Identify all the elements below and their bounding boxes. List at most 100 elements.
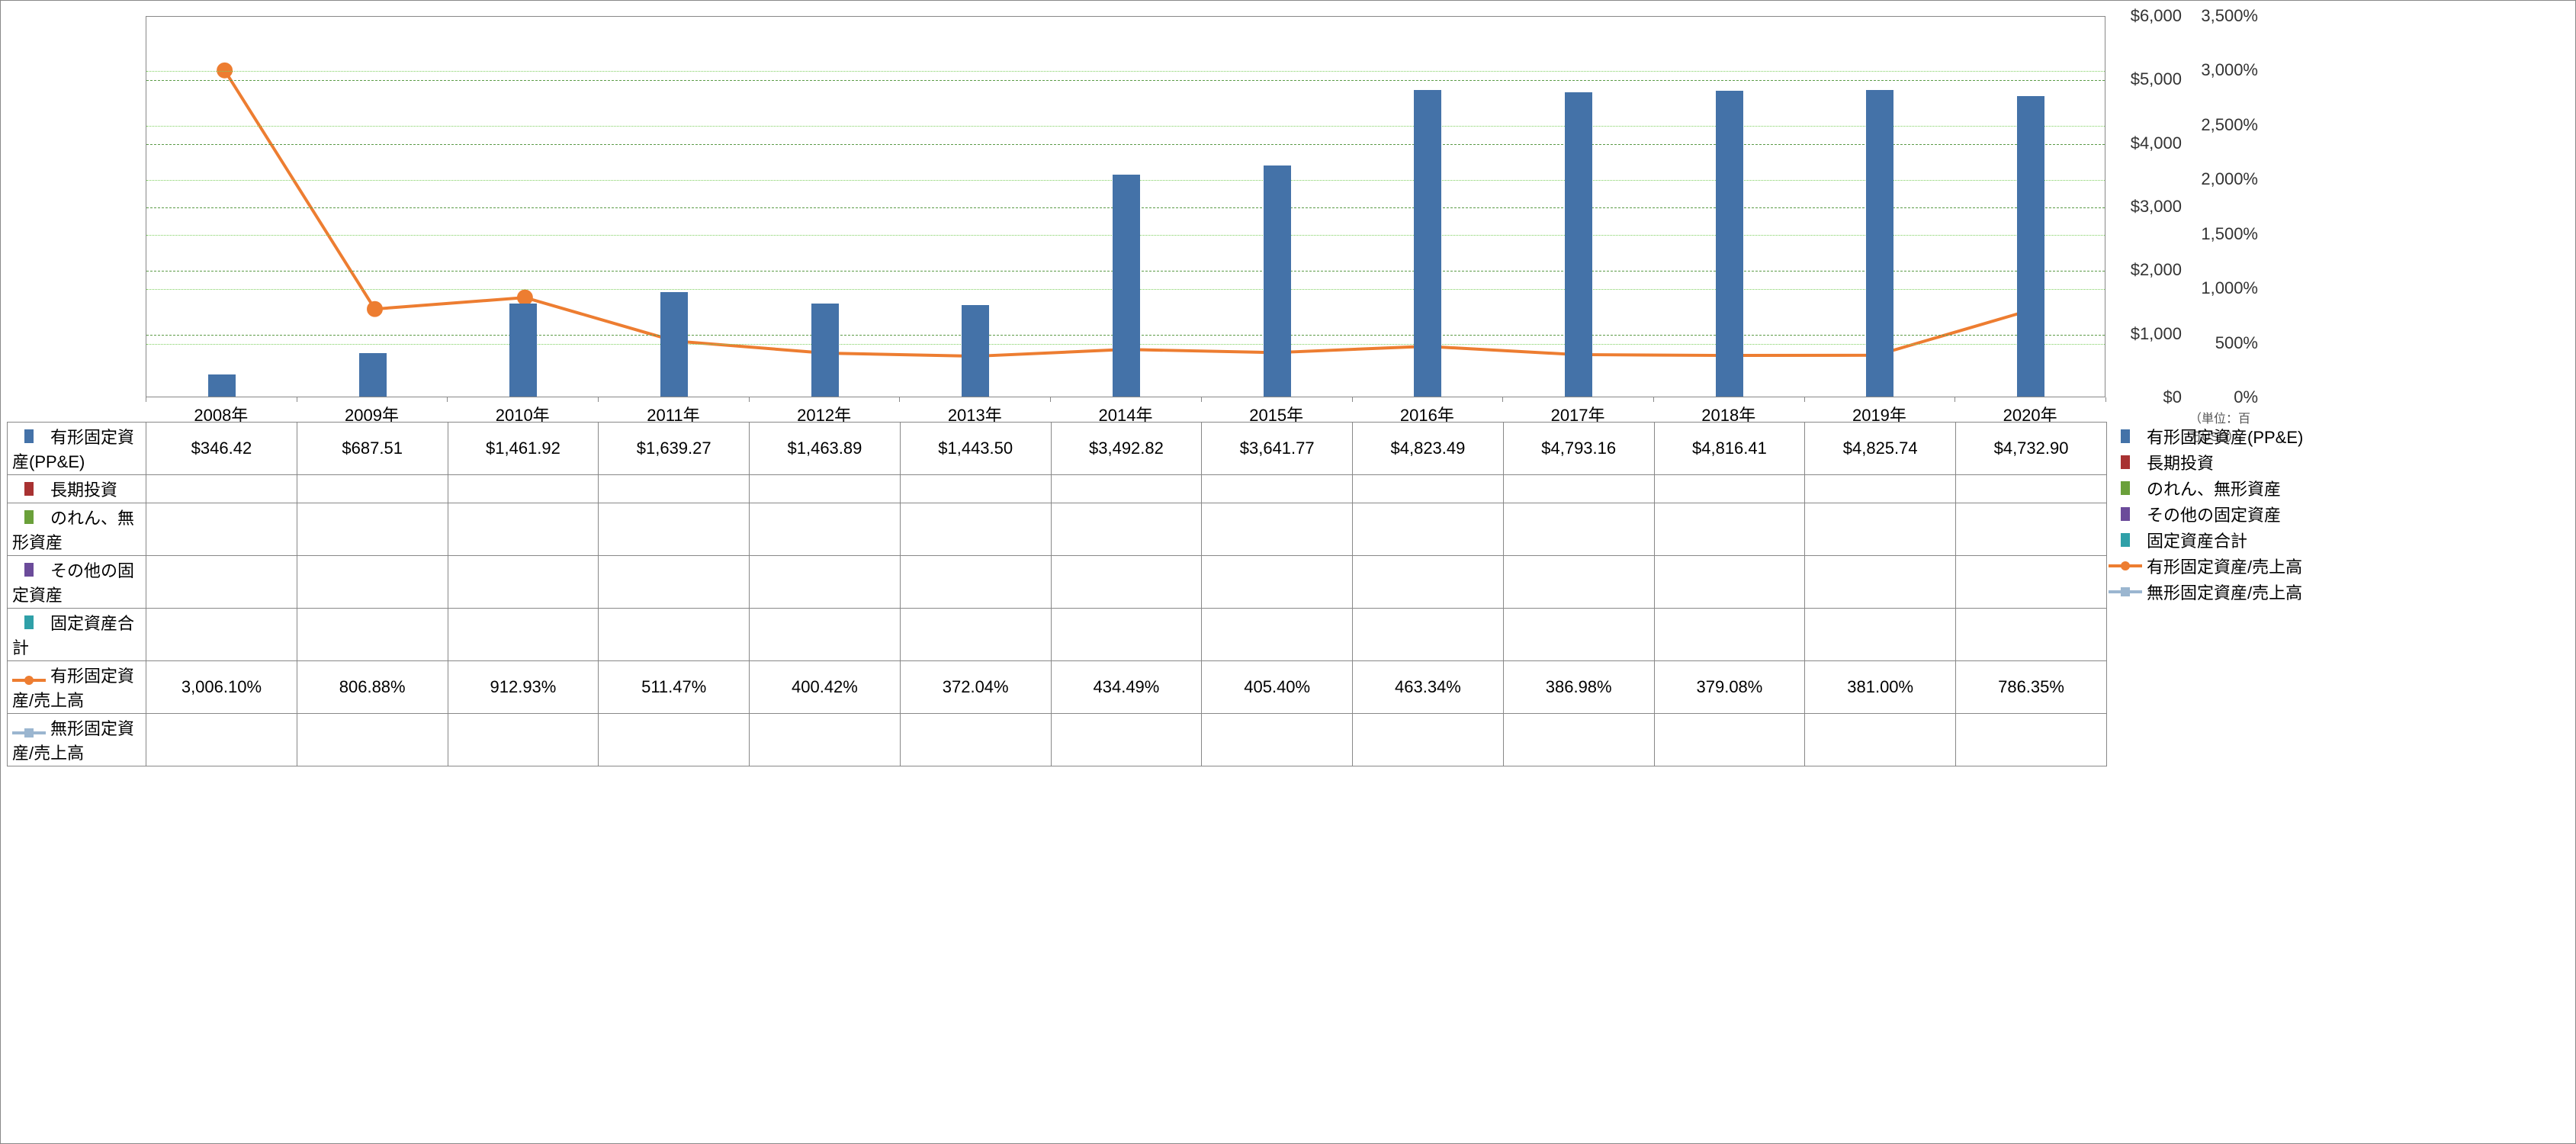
table-cell (1503, 556, 1654, 609)
table-cell: 434.49% (1051, 661, 1202, 714)
table-cell (297, 609, 448, 661)
table-cell: 511.47% (599, 661, 750, 714)
bar (962, 305, 989, 397)
y2-tick-label: 500% (2215, 333, 2258, 353)
y2-tick-label: 3,500% (2201, 6, 2258, 26)
table-cell (1805, 714, 1956, 766)
table-cell (297, 714, 448, 766)
table-cell (1202, 609, 1353, 661)
bar (359, 353, 387, 397)
table-row: 有形固定資産(PP&E)$346.42$687.51$1,461.92$1,63… (8, 423, 2107, 475)
table-cell (750, 503, 901, 556)
y2-tick-label: 2,000% (2201, 169, 2258, 189)
bar (1716, 91, 1743, 397)
table-cell (448, 503, 599, 556)
table-cell (146, 714, 297, 766)
table-cell (1805, 475, 1956, 503)
table-cell (1353, 475, 1504, 503)
table-row: 無形固定資産/売上高 (8, 714, 2107, 766)
table-cell: 400.42% (750, 661, 901, 714)
table-cell (146, 503, 297, 556)
bar (1565, 92, 1592, 397)
legend-label: 有形固定資産/売上高 (2147, 554, 2302, 578)
table-cell (297, 475, 448, 503)
table-cell (900, 503, 1051, 556)
y2-axis-labels: 0%500%1,000%1,500%2,000%2,500%3,000%3,50… (2189, 16, 2258, 397)
table-cell: $1,443.50 (900, 423, 1051, 475)
bar (1113, 175, 1140, 397)
row-header: 固定資産合計 (8, 609, 146, 661)
legend-label: のれん、無形資産 (2147, 476, 2281, 500)
table-cell: $4,825.74 (1805, 423, 1956, 475)
table-cell: $687.51 (297, 423, 448, 475)
y1-axis-labels: $0$1,000$2,000$3,000$4,000$5,000$6,000 (2113, 16, 2182, 397)
row-header: のれん、無形資産 (8, 503, 146, 556)
table-row: 長期投資 (8, 475, 2107, 503)
row-header: 無形固定資産/売上高 (8, 714, 146, 766)
table-cell (1051, 475, 1202, 503)
table-cell (1353, 503, 1504, 556)
bar (811, 304, 839, 397)
table-cell (900, 475, 1051, 503)
table-cell: 381.00% (1805, 661, 1956, 714)
table-row: その他の固定資産 (8, 556, 2107, 609)
table-cell: $4,823.49 (1353, 423, 1504, 475)
table-cell (1654, 503, 1805, 556)
y2-tick-label: 0% (2234, 387, 2258, 407)
plot-area (146, 16, 2105, 397)
table-cell (599, 475, 750, 503)
table-cell (1353, 609, 1504, 661)
table-cell: 806.88% (297, 661, 448, 714)
table-cell (297, 556, 448, 609)
table-cell (599, 503, 750, 556)
table-row: 有形固定資産/売上高3,006.10%806.88%912.93%511.47%… (8, 661, 2107, 714)
table-cell: 372.04% (900, 661, 1051, 714)
row-header: 長期投資 (8, 475, 146, 503)
table-cell (1805, 609, 1956, 661)
table-cell (1353, 714, 1504, 766)
table-cell: $1,463.89 (750, 423, 901, 475)
table-cell: $4,793.16 (1503, 423, 1654, 475)
table-cell: $4,732.90 (1956, 423, 2107, 475)
table-cell (448, 714, 599, 766)
table-cell (1353, 556, 1504, 609)
y1-tick-label: $1,000 (2131, 324, 2182, 344)
table-cell (1202, 503, 1353, 556)
table-cell: 786.35% (1956, 661, 2107, 714)
legend-item: 有形固定資産/売上高 (2109, 553, 2566, 579)
table-cell (1805, 503, 1956, 556)
table-cell (1503, 609, 1654, 661)
y2-tick-label: 2,500% (2201, 115, 2258, 135)
table-cell (1805, 556, 1956, 609)
bar (1264, 165, 1291, 397)
legend-item: 固定資産合計 (2109, 527, 2566, 553)
table-cell (448, 609, 599, 661)
y1-tick-label: $6,000 (2131, 6, 2182, 26)
table-cell (750, 714, 901, 766)
table-cell: $4,816.41 (1654, 423, 1805, 475)
table-cell (1654, 714, 1805, 766)
legend-label: その他の固定資産 (2147, 502, 2281, 526)
table-cell: 912.93% (448, 661, 599, 714)
table-cell: $1,461.92 (448, 423, 599, 475)
legend-item: 長期投資 (2109, 449, 2566, 475)
legend-label: 長期投資 (2147, 450, 2214, 474)
table-cell (1503, 475, 1654, 503)
table-cell (750, 556, 901, 609)
legend-label: 無形固定資産/売上高 (2147, 580, 2302, 604)
table-cell (599, 609, 750, 661)
table-cell (599, 556, 750, 609)
legend-right: 有形固定資産(PP&E)長期投資のれん、無形資産その他の固定資産固定資産合計有形… (2109, 423, 2566, 605)
y1-tick-label: $0 (2163, 387, 2182, 407)
table-cell (448, 556, 599, 609)
table-cell (1654, 556, 1805, 609)
table-cell (1051, 714, 1202, 766)
table-cell (1654, 609, 1805, 661)
table-cell (1956, 475, 2107, 503)
table-cell (750, 609, 901, 661)
table-cell (1051, 503, 1202, 556)
table-cell (900, 714, 1051, 766)
table-cell (448, 475, 599, 503)
table-cell (146, 475, 297, 503)
y2-tick-label: 1,500% (2201, 224, 2258, 244)
